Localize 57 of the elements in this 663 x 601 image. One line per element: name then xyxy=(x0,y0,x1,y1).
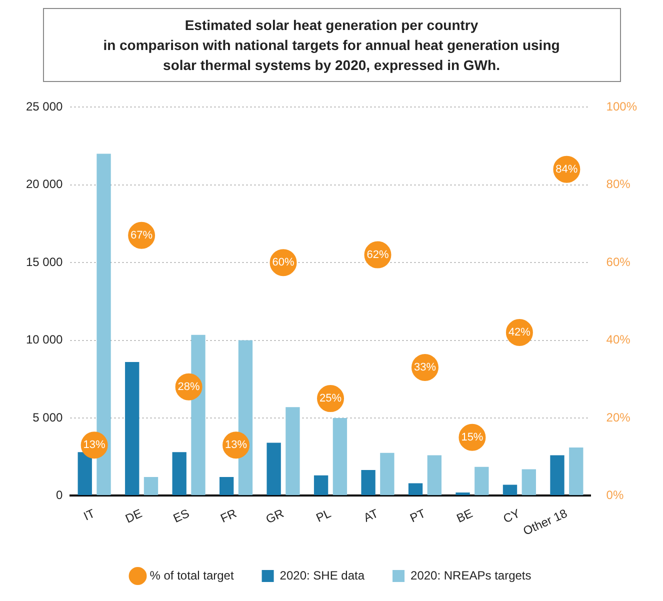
bar xyxy=(408,483,423,496)
bar xyxy=(286,407,300,496)
x-tick-label: Other 18 xyxy=(521,506,570,538)
bar xyxy=(427,455,442,496)
legend-label: 2020: SHE data xyxy=(280,568,365,582)
y2-tick-label: 60% xyxy=(606,254,631,269)
x-tick-label: BE xyxy=(454,506,475,526)
y2-tick-label: 80% xyxy=(606,177,631,192)
data-label: 42% xyxy=(508,326,531,339)
data-label: 25% xyxy=(319,392,342,405)
x-tick-label: PL xyxy=(314,506,334,525)
x-tick-label: FR xyxy=(218,506,239,526)
bar xyxy=(172,452,186,496)
y-tick-label: 0 xyxy=(56,488,64,502)
bar xyxy=(456,492,470,496)
data-label: 62% xyxy=(366,248,389,261)
bar xyxy=(550,455,564,496)
data-label: 60% xyxy=(272,256,294,269)
y-tick-label: 15 000 xyxy=(26,254,64,269)
bar xyxy=(266,442,281,496)
y-tick-label: 10 000 xyxy=(26,332,64,347)
bar xyxy=(380,452,394,496)
bar xyxy=(474,466,489,496)
bar xyxy=(78,452,92,496)
legend-label: % of total target xyxy=(150,568,234,582)
x-tick-label: PT xyxy=(408,506,428,526)
x-tick-label: AT xyxy=(361,506,381,525)
legend-label: 2020: NREAPs targets xyxy=(410,568,532,582)
chart-title: Estimated solar heat generation per country in comparison with national targets for annual heat generation using solar thermal systems by 2020, expressed in GWh. xyxy=(42,8,620,82)
x-tick-label: DE xyxy=(123,506,144,526)
bar xyxy=(502,484,518,496)
data-label: 33% xyxy=(414,361,436,374)
data-label: 28% xyxy=(178,380,200,393)
data-label: 13% xyxy=(225,439,248,452)
bar xyxy=(125,362,140,496)
y-tick-label: 25 000 xyxy=(26,100,64,114)
y2-tick-label: 100% xyxy=(606,100,638,114)
data-label: 67% xyxy=(130,229,153,242)
bar xyxy=(361,470,376,496)
y2-tick-label: 20% xyxy=(606,410,631,424)
x-tick-label: GR xyxy=(264,506,286,526)
data-label: 13% xyxy=(83,439,106,452)
data-label: 84% xyxy=(556,163,578,176)
bar xyxy=(220,476,234,496)
data-label: 15% xyxy=(461,431,484,444)
x-tick-label: CY xyxy=(501,506,522,526)
x-tick-label: ES xyxy=(171,506,192,526)
bar xyxy=(332,418,348,496)
bar xyxy=(569,447,584,496)
y2-tick-label: 0% xyxy=(606,488,624,502)
y2-tick-label: 40% xyxy=(606,332,631,347)
bar xyxy=(314,475,328,496)
x-tick-label: IT xyxy=(81,506,98,524)
y-tick-label: 5 000 xyxy=(32,410,64,424)
bar xyxy=(522,469,536,496)
y-tick-label: 20 000 xyxy=(26,177,64,192)
bar xyxy=(144,476,158,496)
